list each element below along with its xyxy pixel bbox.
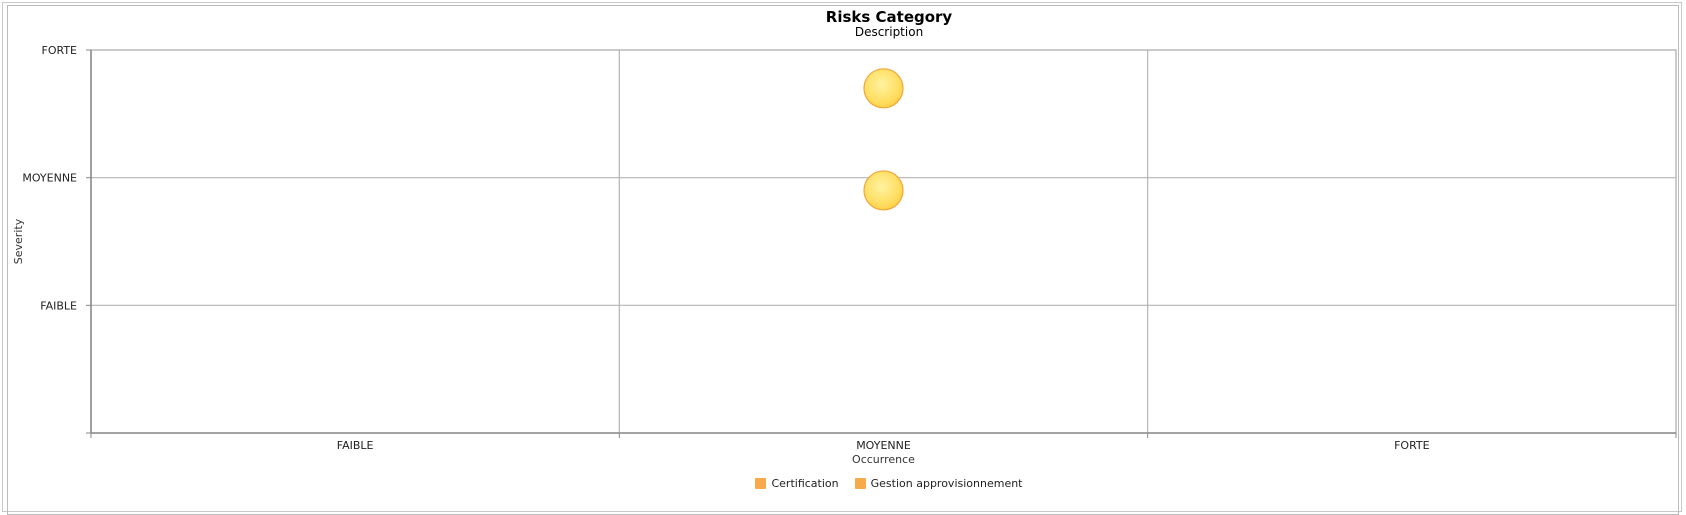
chart-title: Risks Category — [825, 8, 953, 26]
x-tick-label: FAIBLE — [337, 439, 374, 452]
bubble-chart: FAIBLE MOYENNE FORTE FAIBLE MOYENNE FORTE Occu… — [12, 44, 1677, 466]
chart-subtitle: Description — [854, 25, 924, 39]
legend-label-certification: Certification — [771, 477, 839, 490]
legend-item-gestion-approvisionnement[interactable]: Gestion approvisionnement — [854, 477, 1023, 490]
y-tick-label: FAIBLE — [40, 299, 77, 312]
x-tick-label: MOYENNE — [856, 439, 911, 452]
legend-label-gestion-approvisionnement: Gestion approvisionnement — [870, 477, 1023, 490]
legend-swatch-gestion-approvisionnement — [854, 478, 866, 489]
y-tick-label: MOYENNE — [22, 172, 77, 185]
bubble-certification — [863, 68, 904, 109]
chart-labels: FAIBLE MOYENNE FORTE FAIBLE MOYENNE FORTE Occu… — [12, 44, 1430, 466]
chart-axes — [86, 49, 1677, 438]
x-axis-title: Occurrence — [852, 453, 915, 466]
chart-legend: Certification Gestion approvisionnement — [0, 477, 1686, 490]
bubble-gestion-approvisionnement — [863, 170, 904, 211]
y-tick-label: FORTE — [42, 44, 78, 57]
legend-item-certification[interactable]: Certification — [755, 477, 839, 490]
y-axis-title: Severity — [12, 218, 25, 264]
x-tick-label: FORTE — [1394, 439, 1430, 452]
chart-bubbles — [863, 68, 904, 211]
legend-swatch-certification — [755, 478, 767, 489]
